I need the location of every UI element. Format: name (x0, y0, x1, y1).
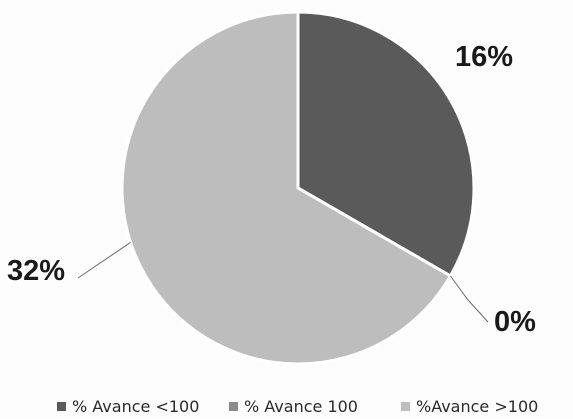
legend-label-2: %Avance >100 (416, 397, 538, 416)
data-label-1: 0% (494, 306, 536, 338)
leader-line-1 (450, 275, 489, 323)
pie-slice-0 (296, 10, 476, 278)
legend-swatch-0 (57, 402, 66, 411)
legend: % Avance <100 % Avance 100 %Avance >100 (57, 397, 538, 416)
legend-swatch-2 (401, 402, 410, 411)
leader-lines (77, 241, 489, 323)
legend-label-0: % Avance <100 (72, 397, 199, 416)
legend-swatch-1 (229, 402, 238, 411)
leader-line-2 (77, 241, 131, 279)
pie-slices (120, 10, 476, 366)
data-label-0: 16% (455, 41, 513, 73)
pie-slice-2 (120, 10, 452, 366)
legend-label-1: % Avance 100 (244, 397, 358, 416)
data-label-2: 32% (7, 255, 65, 287)
